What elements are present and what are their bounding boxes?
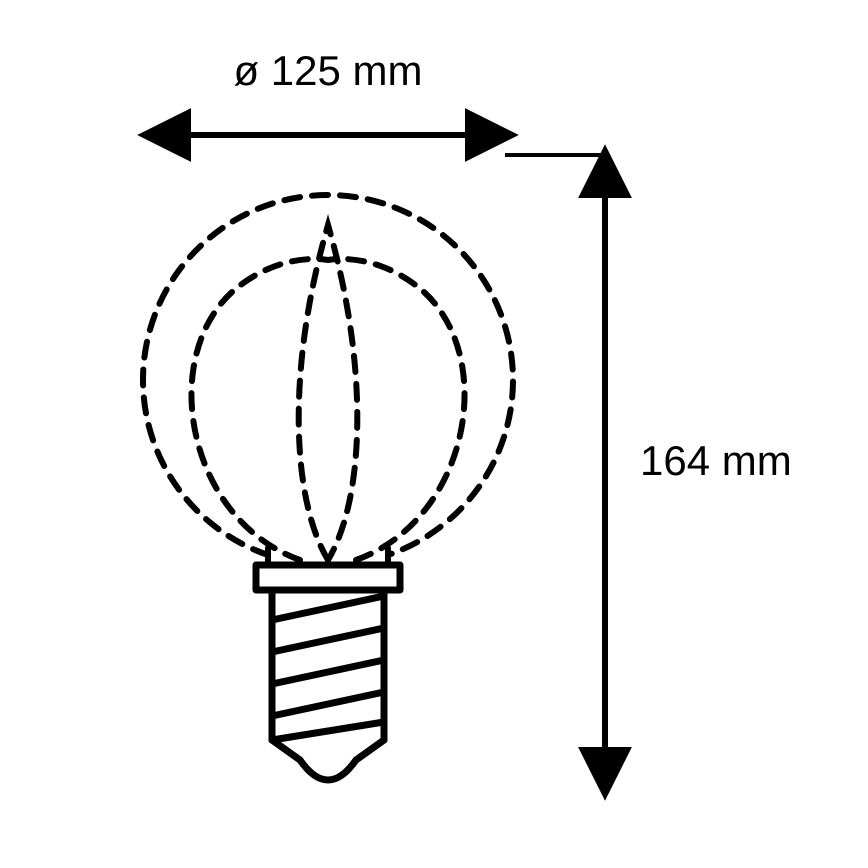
diameter-label: ø 125 mm xyxy=(233,47,422,94)
thread-line-5 xyxy=(272,722,384,740)
bulb-base xyxy=(256,565,400,780)
thread-line-4 xyxy=(272,692,384,716)
thread-line-3 xyxy=(272,660,384,684)
bulb-dimension-diagram: ø 125 mm 164 mm xyxy=(0,0,868,868)
thread-line-1 xyxy=(272,596,384,620)
base-tip xyxy=(272,740,384,780)
bulb-dashed-outline xyxy=(143,195,513,565)
inner-center-almond xyxy=(299,225,358,560)
thread-line-2 xyxy=(272,628,384,652)
base-collar xyxy=(256,565,400,590)
height-label: 164 mm xyxy=(640,437,792,484)
globe-outline xyxy=(143,195,513,555)
